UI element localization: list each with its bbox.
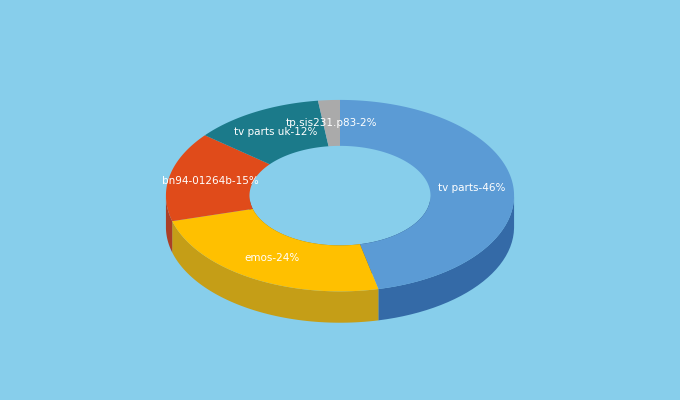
- Polygon shape: [318, 100, 340, 146]
- Polygon shape: [166, 197, 172, 252]
- Text: tv parts uk-12%: tv parts uk-12%: [234, 127, 318, 137]
- Text: tv parts-46%: tv parts-46%: [438, 182, 505, 192]
- Polygon shape: [378, 197, 514, 320]
- Polygon shape: [166, 135, 270, 221]
- Text: tp.sis231.p83-2%: tp.sis231.p83-2%: [286, 118, 377, 128]
- Polygon shape: [360, 196, 430, 276]
- Text: emos-24%: emos-24%: [244, 253, 300, 263]
- Polygon shape: [172, 221, 378, 323]
- Polygon shape: [253, 209, 360, 277]
- Text: bn94-01264b-15%: bn94-01264b-15%: [162, 176, 259, 186]
- Polygon shape: [340, 100, 514, 289]
- Polygon shape: [250, 196, 253, 240]
- Polygon shape: [172, 209, 378, 291]
- Polygon shape: [205, 101, 328, 164]
